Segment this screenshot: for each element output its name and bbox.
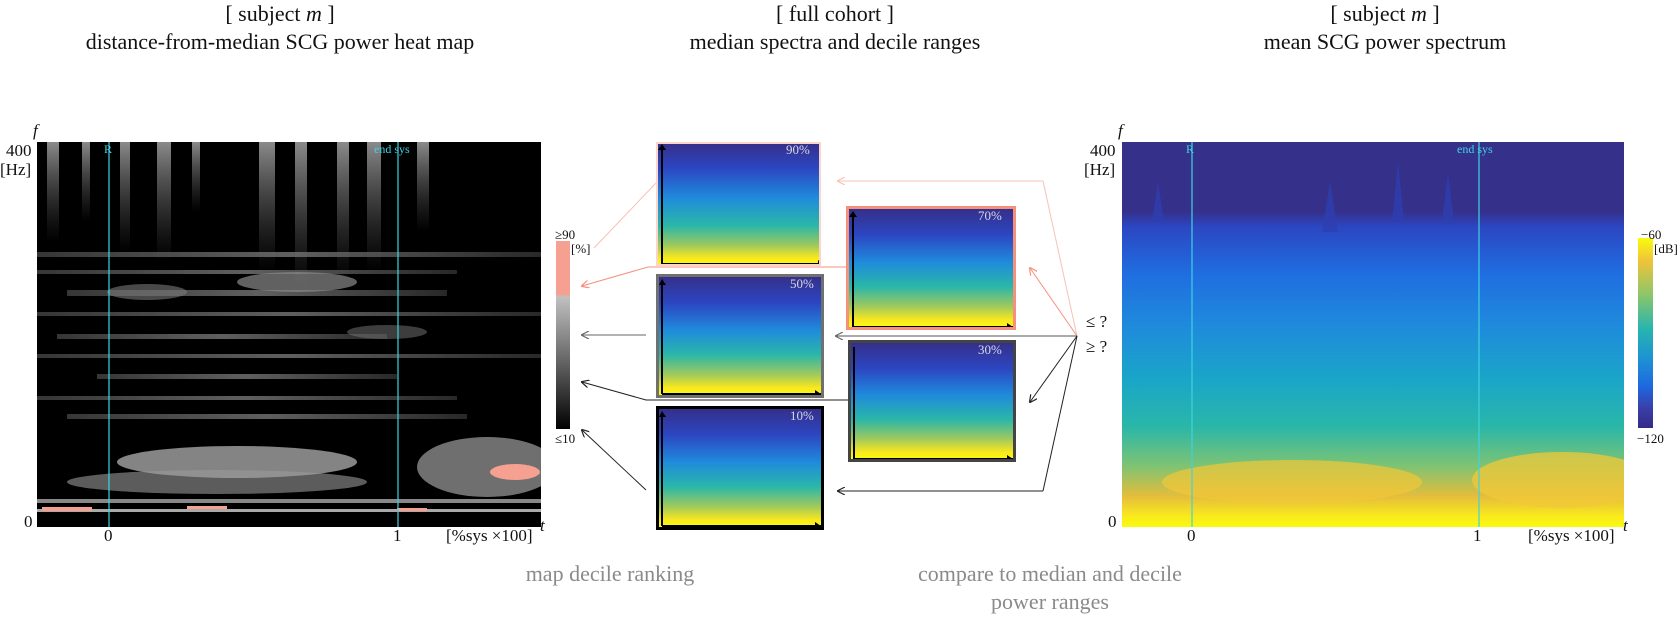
center-title: [ full cohort ] median spectra and decil…	[689, 1, 981, 54]
right-colorbar-unit: [dB]	[1654, 241, 1678, 256]
left-end-sys-marker: end sys	[374, 142, 410, 156]
right-r-marker: R	[1186, 142, 1195, 156]
right-heatmap	[1122, 142, 1624, 527]
right-f-min: 0	[1108, 512, 1117, 531]
left-colorbar-top: ≥90	[555, 227, 576, 242]
decile-10-axes	[659, 411, 821, 527]
decile-70-axes	[849, 211, 1013, 327]
right-t1: 1	[1473, 526, 1482, 545]
right-f-label: f	[1118, 121, 1123, 140]
right-t0: 0	[1187, 526, 1196, 545]
left-heatmap-texture	[37, 142, 541, 527]
caption-map-decile: map decile ranking	[525, 561, 695, 586]
left-r-marker: R	[104, 142, 113, 156]
right-colorbar	[1638, 238, 1653, 428]
decile-10-label: 10%	[790, 408, 814, 423]
decile-panel-70	[846, 206, 1016, 330]
caption-compare: compare to median and decile power range…	[918, 561, 1182, 614]
left-colorbar-bottom: ≤10	[555, 431, 576, 446]
decile-70-label: 70%	[978, 208, 1002, 223]
left-t-label: t	[540, 516, 545, 535]
decile-panel-90	[656, 142, 821, 266]
decile-panel-30	[848, 340, 1016, 462]
decile-panel-50	[656, 274, 824, 398]
right-heatmap-texture	[1152, 142, 1624, 527]
decile-30-label: 30%	[978, 342, 1002, 357]
left-t-unit: [%sys ×100]	[446, 526, 533, 545]
left-title: [ subject m ] distance-from-median SCG p…	[85, 1, 475, 54]
right-f-unit: [Hz]	[1084, 160, 1116, 179]
right-colorbar-top: −60	[1641, 227, 1662, 242]
decile-50-label: 50%	[790, 276, 814, 291]
left-colorbar-unit: [%]	[571, 241, 591, 256]
left-f-max: 400	[6, 141, 32, 160]
right-f-max: 400	[1090, 141, 1116, 160]
decile-90-axes	[658, 144, 819, 264]
left-t0: 0	[104, 526, 113, 545]
decile-90-label: 90%	[786, 142, 810, 157]
left-colorbar	[556, 241, 570, 429]
decile-30-axes	[853, 347, 1013, 459]
right-title: [ subject m ] mean SCG power spectrum	[1263, 1, 1507, 54]
left-f-unit: [Hz]	[0, 160, 32, 179]
decile-50-axes	[659, 279, 821, 395]
left-t1: 1	[393, 526, 402, 545]
compare-le-label: ≤ ?	[1086, 312, 1108, 331]
left-f-min: 0	[24, 512, 33, 531]
decile-panel-10	[656, 406, 824, 530]
left-f-label: f	[33, 121, 38, 140]
right-t-label: t	[1623, 516, 1628, 535]
compare-ge-label: ≥ ?	[1086, 337, 1108, 356]
right-colorbar-bottom: −120	[1637, 431, 1664, 446]
right-end-sys-marker: end sys	[1457, 142, 1493, 156]
right-t-unit: [%sys ×100]	[1528, 526, 1615, 545]
left-heatmap	[37, 142, 541, 527]
